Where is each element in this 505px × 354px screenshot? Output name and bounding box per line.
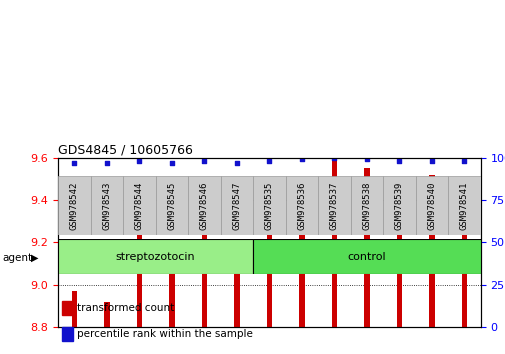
Bar <box>461 179 467 327</box>
Text: GSM978544: GSM978544 <box>135 182 143 230</box>
Bar <box>396 181 401 327</box>
Text: GSM978537: GSM978537 <box>329 182 338 230</box>
Text: GSM978547: GSM978547 <box>232 182 241 230</box>
Point <box>297 156 306 162</box>
Bar <box>285 176 318 235</box>
Text: GSM978542: GSM978542 <box>70 182 79 230</box>
Point <box>200 158 208 164</box>
Bar <box>71 291 77 327</box>
Bar <box>104 302 110 327</box>
Text: GSM978546: GSM978546 <box>199 182 209 230</box>
Text: ▶: ▶ <box>31 253 39 263</box>
Point <box>265 158 273 164</box>
Text: transformed count: transformed count <box>77 303 174 313</box>
Bar <box>252 239 480 274</box>
Point <box>232 160 240 165</box>
Bar <box>90 176 123 235</box>
Point <box>135 158 143 164</box>
Bar <box>428 175 434 327</box>
Bar <box>318 176 350 235</box>
Point <box>427 158 435 164</box>
Bar <box>62 301 73 315</box>
Text: GSM978538: GSM978538 <box>362 182 371 230</box>
Text: GSM978541: GSM978541 <box>459 182 468 230</box>
Bar <box>382 176 415 235</box>
Bar <box>252 176 285 235</box>
Bar <box>363 168 369 327</box>
Bar <box>233 257 239 327</box>
Bar <box>350 176 382 235</box>
Point <box>460 158 468 164</box>
Point <box>103 160 111 165</box>
Bar <box>298 177 305 327</box>
Text: GSM978536: GSM978536 <box>297 182 306 230</box>
Point <box>362 156 370 162</box>
Text: percentile rank within the sample: percentile rank within the sample <box>77 329 252 339</box>
Text: control: control <box>347 252 385 262</box>
Bar <box>58 239 252 274</box>
Bar <box>447 176 480 235</box>
Text: GSM978543: GSM978543 <box>102 182 111 230</box>
Text: streptozotocin: streptozotocin <box>116 252 195 262</box>
Bar <box>188 176 220 235</box>
Bar <box>331 160 337 327</box>
Text: GSM978535: GSM978535 <box>265 182 273 230</box>
Bar <box>156 176 188 235</box>
Text: agent: agent <box>3 253 33 263</box>
Bar <box>169 270 175 327</box>
Bar <box>58 176 90 235</box>
Text: GSM978540: GSM978540 <box>427 182 436 230</box>
Bar <box>220 176 252 235</box>
Text: GSM978539: GSM978539 <box>394 182 403 230</box>
Point <box>330 155 338 160</box>
Bar <box>266 185 272 327</box>
Point <box>70 160 78 165</box>
Bar <box>201 223 207 327</box>
Bar <box>62 327 73 341</box>
Bar <box>415 176 447 235</box>
Text: GDS4845 / 10605766: GDS4845 / 10605766 <box>58 143 193 156</box>
Bar <box>123 176 156 235</box>
Text: GSM978545: GSM978545 <box>167 182 176 230</box>
Bar <box>136 225 142 327</box>
Point <box>168 160 176 165</box>
Point <box>394 158 402 164</box>
